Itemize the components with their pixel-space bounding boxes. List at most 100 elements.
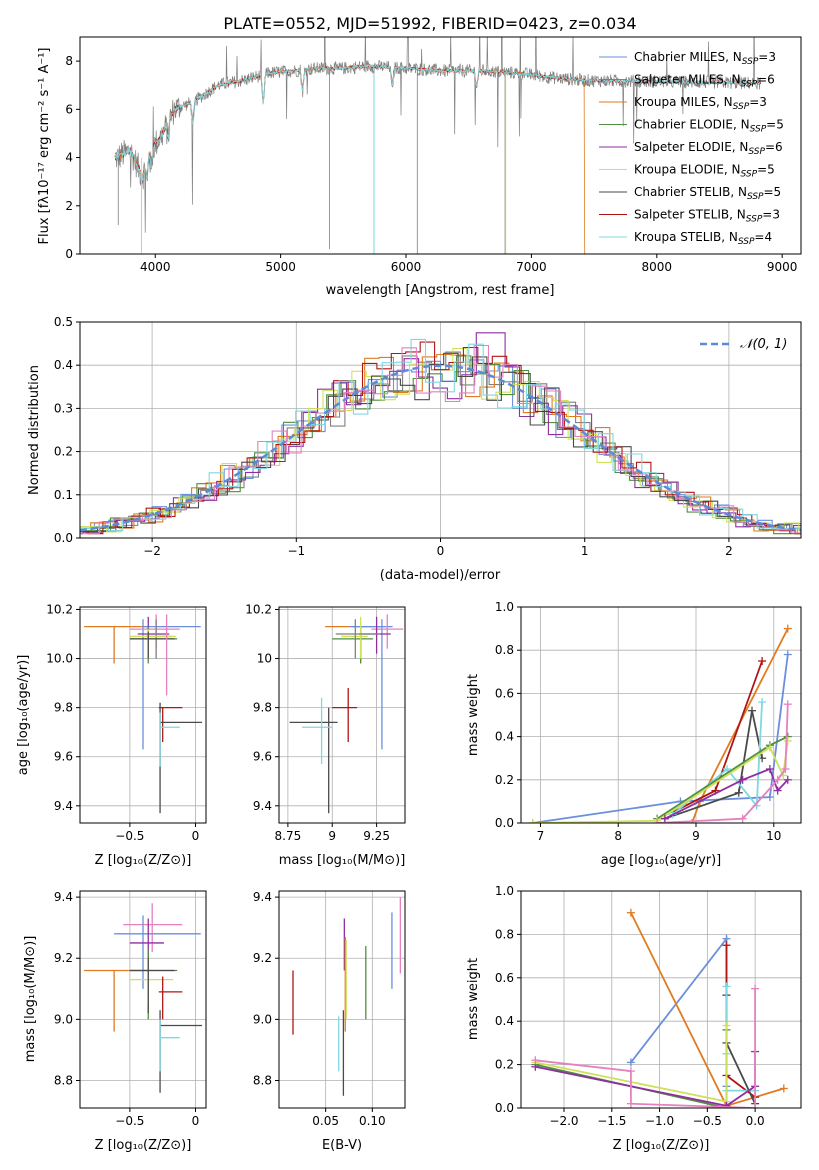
spectrum-axes-frame [79,36,802,255]
y-tick-label: 0.5 [54,315,73,329]
legend-label-n: =3 [749,95,767,109]
legend-label: Chabrier ELODIE, NSSP=5 [634,118,784,135]
x-tick-label: 0 [192,829,200,843]
mass-weight-line [664,710,763,820]
y-tick-label: 8.8 [54,1073,73,1087]
y-tick-label: 0.2 [495,1058,514,1072]
y-tick-label: 0.1 [54,488,73,502]
y-tick-label: 9.0 [54,1012,73,1026]
legend-label-sub: SSP [750,125,767,135]
legend-label-sub: SSP [742,57,759,67]
legend-label-text: Chabrier MILES, N [634,50,742,64]
x-tick-label: 5000 [265,260,296,274]
x-tick-label: 0 [192,1114,200,1128]
y-tick-label: 0.0 [495,816,514,830]
legend-label-sub: SSP [748,147,765,157]
spectrum-xlabel: wavelength [Angstrom, rest frame] [326,283,555,298]
legend-label-sub: SSP [733,102,750,112]
x-tick-label: 10 [766,829,781,843]
residuals-panel: −2 −1 0 1 2 0.0 0.1 0.2 0.3 0.4 0.5 (data-model)/e… [27,315,802,583]
x-tick-label: −0.5 [115,1114,144,1128]
y-tick-label: 0.8 [495,643,514,657]
legend-label-text: Kroupa ELODIE, N [634,163,741,177]
legend-label-text: Chabrier STELIB, N [634,185,747,199]
y-tick-label: 10 [257,652,272,666]
mass-weight-vs-metallicity-panel: −2.0 −1.5 −1.0 −0.5 0.0 0.0 0.2 0.4 0.6 0.8 1.0 Z … [466,884,802,1153]
legend-label: Salpeter ELODIE, NSSP=6 [634,140,783,157]
legend-label: Kroupa MILES, NSSP=3 [634,95,767,112]
x-tick-label: 9.25 [363,829,390,843]
legend-label-sub: SSP [741,170,758,180]
y-tick-label: 0.2 [54,445,73,459]
x-tick-label: 9 [692,829,700,843]
y-tick-label: 1.0 [495,884,514,898]
histogram-step [80,332,801,534]
x-tick-label: 2 [725,544,733,558]
x-tick-label: 9000 [767,260,798,274]
age-vs-metallicity-plot-layer [80,607,206,823]
y-tick-label: 9.4 [54,799,73,813]
x-tick-label: 8 [614,829,622,843]
x-tick-label: −2 [143,544,161,558]
age-vs-metallicity-panel: −0.5 0 9.4 9.6 9.8 10.0 10.2 Z [log₁₀(Z/Z⊙)] a… [16,602,207,868]
mass-weight-vs-age-ticks: 7 8 9 10 0.0 0.2 0.4 0.6 0.8 1.0 [495,600,782,843]
legend-label-n: =6 [765,140,783,154]
y-tick-label: 1.0 [495,600,514,614]
mass-vs-metallicity-panel: −0.5 0 8.8 9.0 9.2 9.4 Z [log₁₀(Z/Z⊙)] mass [… [23,890,207,1153]
x-tick-label: −2.0 [549,1114,578,1128]
legend-label-text: Kroupa STELIB, N [634,230,738,244]
mass-weight-line [630,936,728,1087]
x-tick-label: 6000 [391,260,422,274]
y-tick-label: 10.0 [46,652,73,666]
mass-weight-vs-age-plot-layer [521,607,801,823]
legend-label-n: =3 [758,50,776,64]
spectrum-plot-layer [114,37,761,254]
x-tick-label: −1.0 [645,1114,674,1128]
mass-weight-line [532,654,789,823]
mass-weight-vs-metallicity-plot-layer [521,891,801,1108]
y-tick-label: 9.4 [253,799,272,813]
legend-label-text: Salpeter ELODIE, N [634,140,748,154]
figure-title: PLATE=0552, MJD=51992, FIBERID=0423, z=0… [223,14,636,33]
spectrum-line [114,63,761,181]
legend-label-sub: SSP [747,192,764,202]
y-tick-label: 9.4 [54,890,73,904]
legend-label: Kroupa STELIB, NSSP=4 [634,230,772,247]
x-tick-label: 0.0 [746,1114,765,1128]
y-tick-label: 0.8 [495,927,514,941]
spectrum-ticks: 4000 5000 6000 7000 8000 9000 0 2 4 6 8 [65,54,797,274]
y-tick-label: 0.0 [495,1101,514,1115]
legend-label-n: =6 [757,73,775,87]
histogram-step [80,344,801,535]
legend-label-text: Salpeter STELIB, N [634,208,746,222]
age-vs-mass-plot-layer [279,607,405,823]
y-tick-label: 0.2 [495,773,514,787]
y-tick-label: 2 [65,199,73,213]
mass-weight-vs-age-ylabel: mass weight [466,674,481,756]
age-vs-metallicity-ylabel: age [log₁₀(age/yr)] [16,655,31,776]
mass-weight-vs-age-axes-frame [520,606,802,824]
y-tick-label: 9.6 [253,750,272,764]
legend-label-text: Kroupa MILES, N [634,95,733,109]
mass-vs-extinction-axes-frame [278,890,406,1109]
x-tick-label: 7000 [516,260,547,274]
legend-label-sub: SSP [741,80,758,90]
y-tick-label: 9.8 [253,701,272,715]
x-tick-label: −1 [287,544,305,558]
spectrum-panel: 4000 5000 6000 7000 8000 9000 0 2 4 6 8 wavelength… [37,36,802,298]
legend-label-n: =5 [766,118,784,132]
legend-label-n: =3 [762,208,780,222]
age-vs-mass-panel: 8.75 9 9.25 9.4 9.6 9.8 10 10.2 mass [log₁₀(M/M… [245,602,406,868]
x-tick-label: 8000 [642,260,673,274]
y-tick-label: 4 [65,151,73,165]
mass-vs-extinction-xlabel: E(B-V) [322,1138,362,1153]
residuals-plot-layer [80,322,801,538]
y-tick-label: 0.3 [54,401,73,415]
legend-label-sub: SSP [738,237,755,247]
y-tick-label: 10.2 [245,602,272,616]
y-tick-label: 8 [65,54,73,68]
y-tick-label: 9.8 [54,701,73,715]
legend-label: Chabrier STELIB, NSSP=5 [634,185,781,202]
mass-vs-extinction-plot-layer [279,891,405,1108]
